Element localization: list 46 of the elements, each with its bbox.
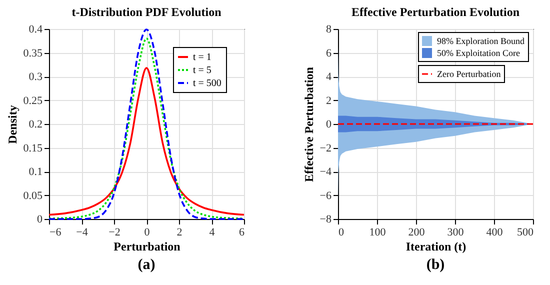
y-tick-label: 4 bbox=[326, 71, 332, 83]
y-tick-label: 0.05 bbox=[23, 190, 43, 202]
y-tick-label: −8 bbox=[320, 214, 332, 226]
legend-label: 50% Exploitation Core bbox=[437, 48, 520, 58]
x-tick-label: 2 bbox=[176, 226, 182, 238]
y-tick-label: 0.1 bbox=[28, 166, 42, 178]
y-tick-label: 0 bbox=[37, 214, 43, 226]
x-tick-label: −6 bbox=[50, 226, 62, 238]
y-tick-label: 0 bbox=[326, 118, 332, 130]
x-tick-label: 0 bbox=[338, 226, 344, 238]
y-tick-label: 6 bbox=[326, 47, 332, 60]
x-tick-label: 300 bbox=[447, 226, 464, 238]
x-tick-label: −2 bbox=[108, 226, 120, 238]
y-tick-label: 2 bbox=[326, 94, 332, 107]
y-tick-label: 0.3 bbox=[28, 71, 43, 83]
y-tick-label: 0.15 bbox=[23, 142, 43, 154]
x-tick-label: 400 bbox=[486, 226, 504, 238]
line-series bbox=[48, 67, 245, 216]
y-tick-label: −2 bbox=[320, 142, 332, 154]
chart-title: t-Distribution PDF Evolution bbox=[72, 5, 222, 19]
y-axis-title: Effective Perturbation bbox=[302, 66, 316, 182]
chart-title: Effective Perturbation Evolution bbox=[352, 5, 520, 19]
y-tick-label: 0.25 bbox=[23, 94, 43, 107]
x-tick-label: 4 bbox=[209, 226, 216, 238]
legend-label: 98% Exploration Bound bbox=[437, 36, 525, 46]
legend-label: Zero Perturbation bbox=[437, 69, 502, 79]
x-tick-label: −4 bbox=[76, 226, 88, 238]
y-tick-label: 8 bbox=[326, 24, 332, 36]
x-axis-title: Iteration (t) bbox=[406, 240, 466, 254]
x-tick-label: 0 bbox=[144, 226, 150, 238]
y-tick-label: −4 bbox=[320, 166, 332, 178]
text: (b) bbox=[426, 257, 445, 273]
y-tick-label: 0.35 bbox=[23, 47, 43, 60]
y-tick-label: −6 bbox=[320, 190, 332, 202]
text: (a) bbox=[138, 257, 156, 273]
legend-label: t = 1 bbox=[193, 52, 212, 63]
x-tick-label: 200 bbox=[408, 226, 426, 238]
x-tick-label: 100 bbox=[369, 226, 386, 238]
x-tick-label: 500 bbox=[517, 226, 534, 238]
x-tick-label: 6 bbox=[239, 226, 245, 238]
y-tick-label: 0.2 bbox=[28, 118, 42, 130]
legend-label: t = 5 bbox=[193, 65, 212, 76]
legend-label: t = 500 bbox=[193, 78, 222, 89]
y-axis-title: Density bbox=[5, 105, 20, 144]
y-tick-label: 0.4 bbox=[28, 24, 43, 36]
x-axis-title: Perturbation bbox=[114, 240, 181, 254]
